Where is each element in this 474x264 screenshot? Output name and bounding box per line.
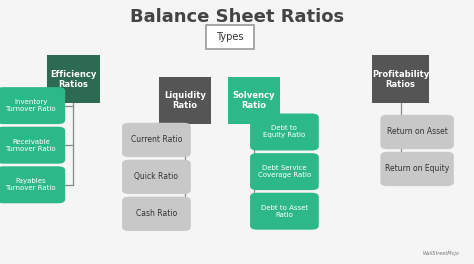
FancyBboxPatch shape <box>0 87 65 124</box>
FancyBboxPatch shape <box>228 77 280 124</box>
FancyBboxPatch shape <box>372 55 429 103</box>
FancyBboxPatch shape <box>0 127 65 164</box>
Text: Cash Ratio: Cash Ratio <box>136 209 177 218</box>
Text: Debt to Asset
Ratio: Debt to Asset Ratio <box>261 205 308 218</box>
Text: Receivable
Turnover Ratio: Receivable Turnover Ratio <box>6 139 56 152</box>
Text: Debt Service
Coverage Ratio: Debt Service Coverage Ratio <box>258 165 311 178</box>
Text: Current Ratio: Current Ratio <box>131 135 182 144</box>
Text: Balance Sheet Ratios: Balance Sheet Ratios <box>130 8 344 26</box>
FancyBboxPatch shape <box>47 55 100 103</box>
Text: Efficiency
Ratios: Efficiency Ratios <box>50 69 97 89</box>
FancyBboxPatch shape <box>250 114 319 150</box>
Text: Profitability
Ratios: Profitability Ratios <box>372 69 429 89</box>
Text: Inventory
Turnover Ratio: Inventory Turnover Ratio <box>6 99 56 112</box>
FancyBboxPatch shape <box>250 193 319 230</box>
FancyBboxPatch shape <box>0 166 65 203</box>
FancyBboxPatch shape <box>206 25 254 49</box>
Text: Types: Types <box>216 32 244 42</box>
Text: Return on Equity: Return on Equity <box>385 164 449 173</box>
Text: Debt to
Equity Ratio: Debt to Equity Ratio <box>263 125 306 139</box>
FancyBboxPatch shape <box>159 77 211 124</box>
FancyBboxPatch shape <box>380 115 454 149</box>
FancyBboxPatch shape <box>380 152 454 186</box>
Text: Solvency
Ratio: Solvency Ratio <box>232 91 275 110</box>
Text: WallStreetMojo: WallStreetMojo <box>423 251 460 256</box>
FancyBboxPatch shape <box>122 160 191 194</box>
Text: Payables
Turnover Ratio: Payables Turnover Ratio <box>6 178 56 191</box>
FancyBboxPatch shape <box>122 197 191 231</box>
Text: Return on Asset: Return on Asset <box>387 128 447 136</box>
Text: Liquidity
Ratio: Liquidity Ratio <box>164 91 206 110</box>
FancyBboxPatch shape <box>250 153 319 190</box>
Text: Quick Ratio: Quick Ratio <box>135 172 178 181</box>
FancyBboxPatch shape <box>122 123 191 157</box>
